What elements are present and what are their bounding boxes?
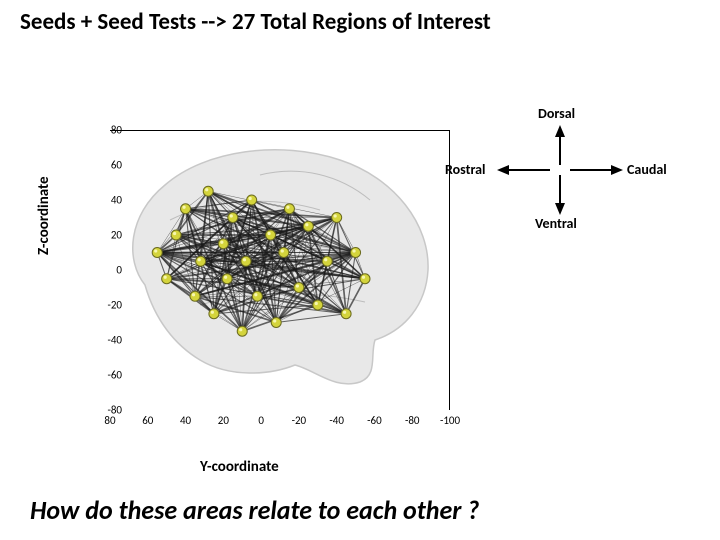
roi-node xyxy=(171,230,181,240)
direction-compass: Dorsal Ventral Rostral Caudal xyxy=(460,115,660,235)
roi-node xyxy=(247,195,257,205)
y-tick-label: 20 xyxy=(111,229,122,242)
roi-node xyxy=(162,274,172,284)
bottom-question: How do these areas relate to each other … xyxy=(30,494,479,526)
y-tick-label: 80 xyxy=(111,124,122,137)
y-tick-label: -40 xyxy=(107,334,122,347)
x-tick-label: 60 xyxy=(142,414,153,427)
brain-network-figure xyxy=(110,130,450,410)
roi-node xyxy=(181,204,191,214)
roi-node xyxy=(341,309,351,319)
roi-node xyxy=(196,256,206,266)
page-title: Seeds + Seed Tests --> 27 Total Regions … xyxy=(20,8,491,36)
roi-node xyxy=(351,248,361,258)
roi-node xyxy=(209,309,219,319)
x-tick-label: -60 xyxy=(367,414,382,427)
roi-node xyxy=(322,256,332,266)
roi-node xyxy=(241,256,251,266)
compass-left-label: Rostral xyxy=(445,161,485,178)
roi-node xyxy=(190,291,200,301)
y-tick-label: -60 xyxy=(107,369,122,382)
y-axis-label: Z-coordinate xyxy=(35,176,53,255)
roi-node xyxy=(332,213,342,223)
roi-node xyxy=(218,239,228,249)
x-tick-label: 0 xyxy=(258,414,264,427)
x-axis-label: Y-coordinate xyxy=(200,458,279,476)
plot-area: 80 60 40 20 0 -20 -40 -60 -80 80 60 40 20 0 -20 -40 -60… xyxy=(70,100,470,440)
compass-right-label: Caudal xyxy=(627,161,667,178)
roi-node xyxy=(284,204,294,214)
y-tick-label: 0 xyxy=(116,264,122,277)
y-tick-label: 60 xyxy=(111,159,122,172)
roi-node xyxy=(203,186,213,196)
x-tick-label: -40 xyxy=(329,414,344,427)
roi-node xyxy=(294,283,304,293)
roi-node xyxy=(360,274,370,284)
x-tick-label: 20 xyxy=(218,414,229,427)
roi-node xyxy=(252,291,262,301)
roi-node xyxy=(313,300,323,310)
x-tick-label: -80 xyxy=(405,414,420,427)
compass-top-label: Dorsal xyxy=(538,105,575,122)
roi-node xyxy=(271,318,281,328)
x-tick-label: 80 xyxy=(104,414,115,427)
x-tick-label: 40 xyxy=(180,414,191,427)
roi-node xyxy=(152,248,162,258)
roi-node xyxy=(228,213,238,223)
y-tick-label: 40 xyxy=(111,194,122,207)
roi-node xyxy=(237,326,247,336)
roi-node xyxy=(266,230,276,240)
compass-bottom-label: Ventral xyxy=(535,215,577,232)
roi-node xyxy=(222,274,232,284)
x-tick-label: -100 xyxy=(440,414,460,427)
y-tick-label: -20 xyxy=(107,299,122,312)
x-tick-label: -20 xyxy=(292,414,307,427)
roi-node xyxy=(279,248,289,258)
roi-node xyxy=(303,221,313,231)
